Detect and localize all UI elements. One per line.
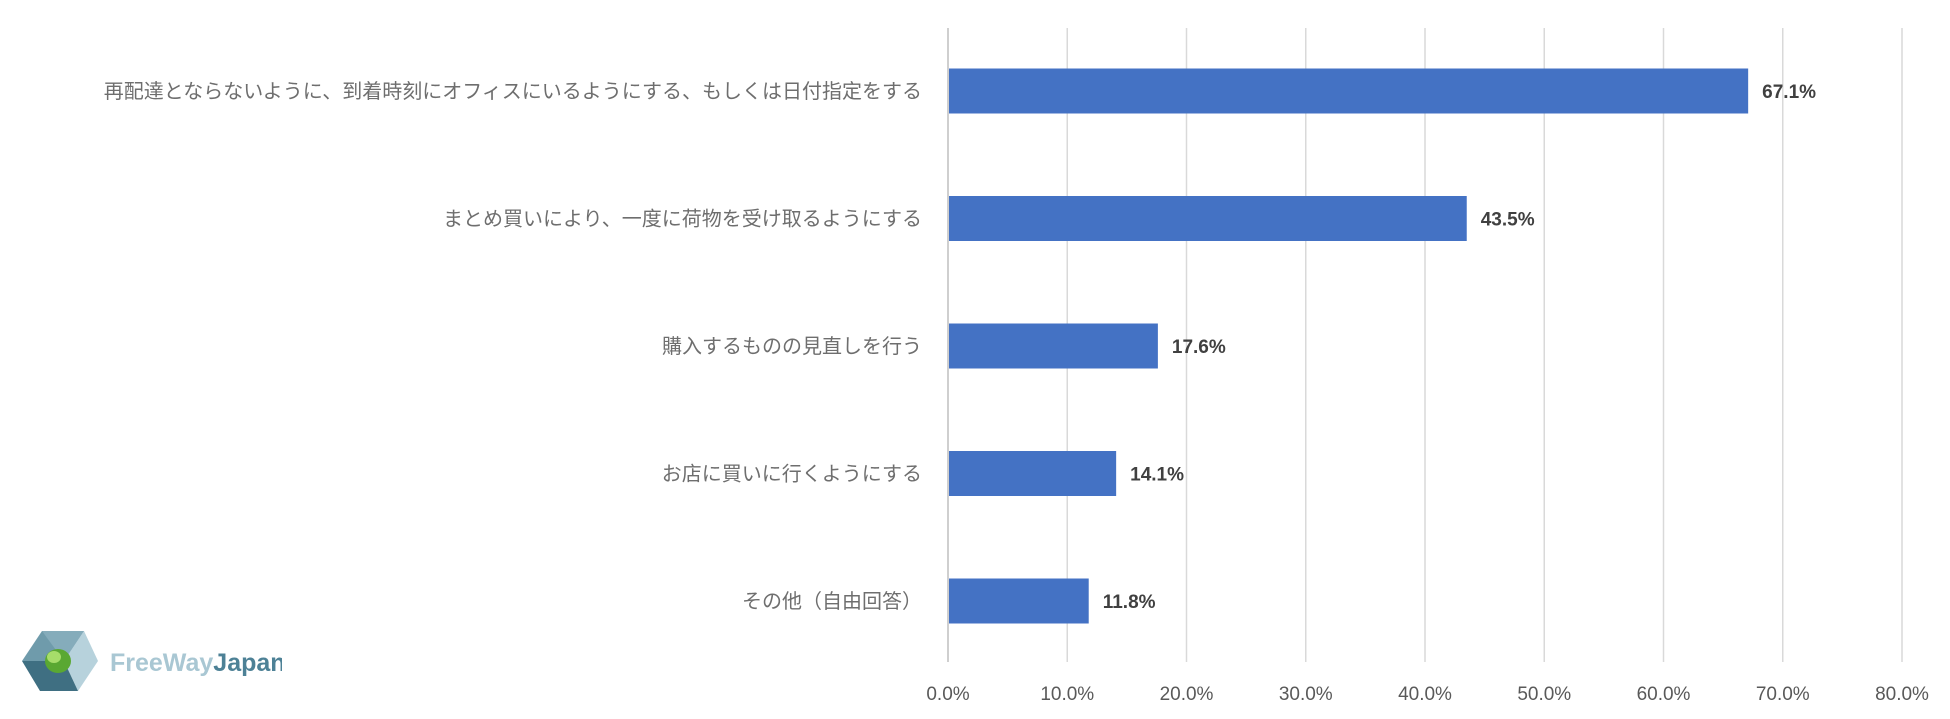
x-tick-label: 80.0% xyxy=(1875,684,1929,705)
freewayjapan-logo: FreeWayJapan xyxy=(22,631,282,691)
gridlines xyxy=(947,28,1903,662)
x-tick-label: 20.0% xyxy=(1160,684,1214,705)
data-label: 11.8% xyxy=(1103,592,1156,613)
category-label: 購入するものの見直しを行う xyxy=(662,334,922,358)
bar xyxy=(949,451,1117,496)
x-tick-label: 10.0% xyxy=(1040,684,1094,705)
data-label: 17.6% xyxy=(1172,337,1226,358)
x-tick-label: 0.0% xyxy=(926,684,969,705)
bar xyxy=(949,68,1749,114)
bars xyxy=(949,68,1749,624)
bar xyxy=(949,196,1467,241)
category-label: 再配達とならないように、到着時刻にオフィスにいるようにする、もしくは日付指定をす… xyxy=(104,79,922,103)
x-tick-label: 40.0% xyxy=(1398,684,1452,705)
data-labels: 67.1% 43.5% 17.6% 14.1% 11.8% xyxy=(1103,82,1816,613)
logo-text: FreeWayJapan xyxy=(110,649,282,677)
logo-text-japan: Japan xyxy=(213,649,282,677)
data-label: 14.1% xyxy=(1130,465,1184,486)
category-label: その他（自由回答） xyxy=(742,589,922,613)
category-label: お店に買いに行くようにする xyxy=(662,462,922,486)
bar xyxy=(949,323,1158,369)
x-axis-tick-labels: 0.0% 10.0% 20.0% 30.0% 40.0% 50.0% 60.0% 70.0% 8… xyxy=(926,684,1929,705)
category-labels: 再配達とならないように、到着時刻にオフィスにいるようにする、もしくは日付指定をす… xyxy=(104,79,922,613)
x-tick-label: 60.0% xyxy=(1637,684,1691,705)
data-label: 43.5% xyxy=(1481,210,1535,231)
category-label: まとめ買いにより、一度に荷物を受け取るようにする xyxy=(443,207,922,231)
logo-text-freeway: FreeWay xyxy=(110,649,213,677)
x-tick-label: 50.0% xyxy=(1517,684,1571,705)
data-label: 67.1% xyxy=(1762,82,1816,103)
bar xyxy=(949,578,1089,624)
x-tick-label: 70.0% xyxy=(1756,684,1810,705)
x-tick-label: 30.0% xyxy=(1279,684,1333,705)
logo-mark-icon xyxy=(22,631,98,691)
